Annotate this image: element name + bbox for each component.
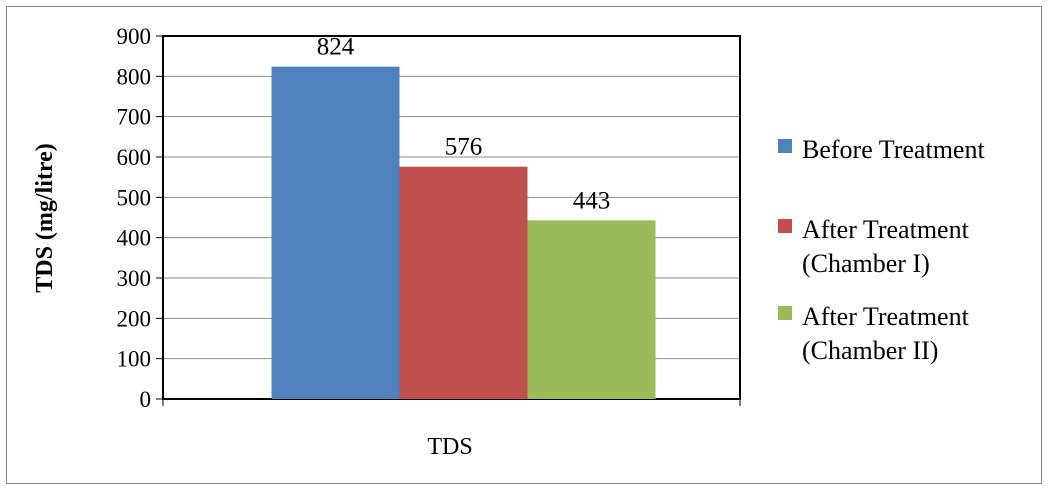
legend-label-2-line-2: (Chamber I) <box>802 249 930 278</box>
y-tick-label-0: 0 <box>140 387 152 412</box>
y-tick-label-400: 400 <box>117 226 152 251</box>
data-labels: 824 576 443 <box>317 34 611 215</box>
bar-1 <box>271 66 400 400</box>
y-axis-title: TDS (mg/litre) <box>32 143 58 293</box>
x-category-label: TDS <box>427 434 472 460</box>
y-axis-ticks: 0 100 200 300 400 500 600 700 800 900 <box>117 24 741 412</box>
data-label-1: 824 <box>317 34 355 61</box>
legend: Before Treatment After Treatment (Chamber … <box>778 135 985 365</box>
legend-swatch-1 <box>778 139 792 153</box>
data-label-3: 443 <box>573 187 611 214</box>
y-tick-label-100: 100 <box>117 347 152 372</box>
bar-3 <box>527 220 656 399</box>
legend-label-2-line-1: After Treatment <box>802 215 970 244</box>
bars <box>271 66 656 400</box>
y-tick-label-500: 500 <box>117 185 152 210</box>
bar-2 <box>399 166 528 399</box>
y-tick-label-200: 200 <box>117 306 152 331</box>
legend-label-3-line-2: (Chamber II) <box>802 336 938 365</box>
y-tick-label-300: 300 <box>117 266 152 291</box>
legend-swatch-2 <box>778 219 792 233</box>
y-tick-label-700: 700 <box>117 105 152 130</box>
y-tick-label-900: 900 <box>117 24 152 49</box>
legend-swatch-3 <box>778 306 792 320</box>
y-tick-label-800: 800 <box>117 64 152 89</box>
legend-label-3-line-1: After Treatment <box>802 302 970 331</box>
data-label-2: 576 <box>445 134 483 161</box>
legend-label-1-line-1: Before Treatment <box>802 135 985 164</box>
y-tick-label-600: 600 <box>117 145 152 170</box>
